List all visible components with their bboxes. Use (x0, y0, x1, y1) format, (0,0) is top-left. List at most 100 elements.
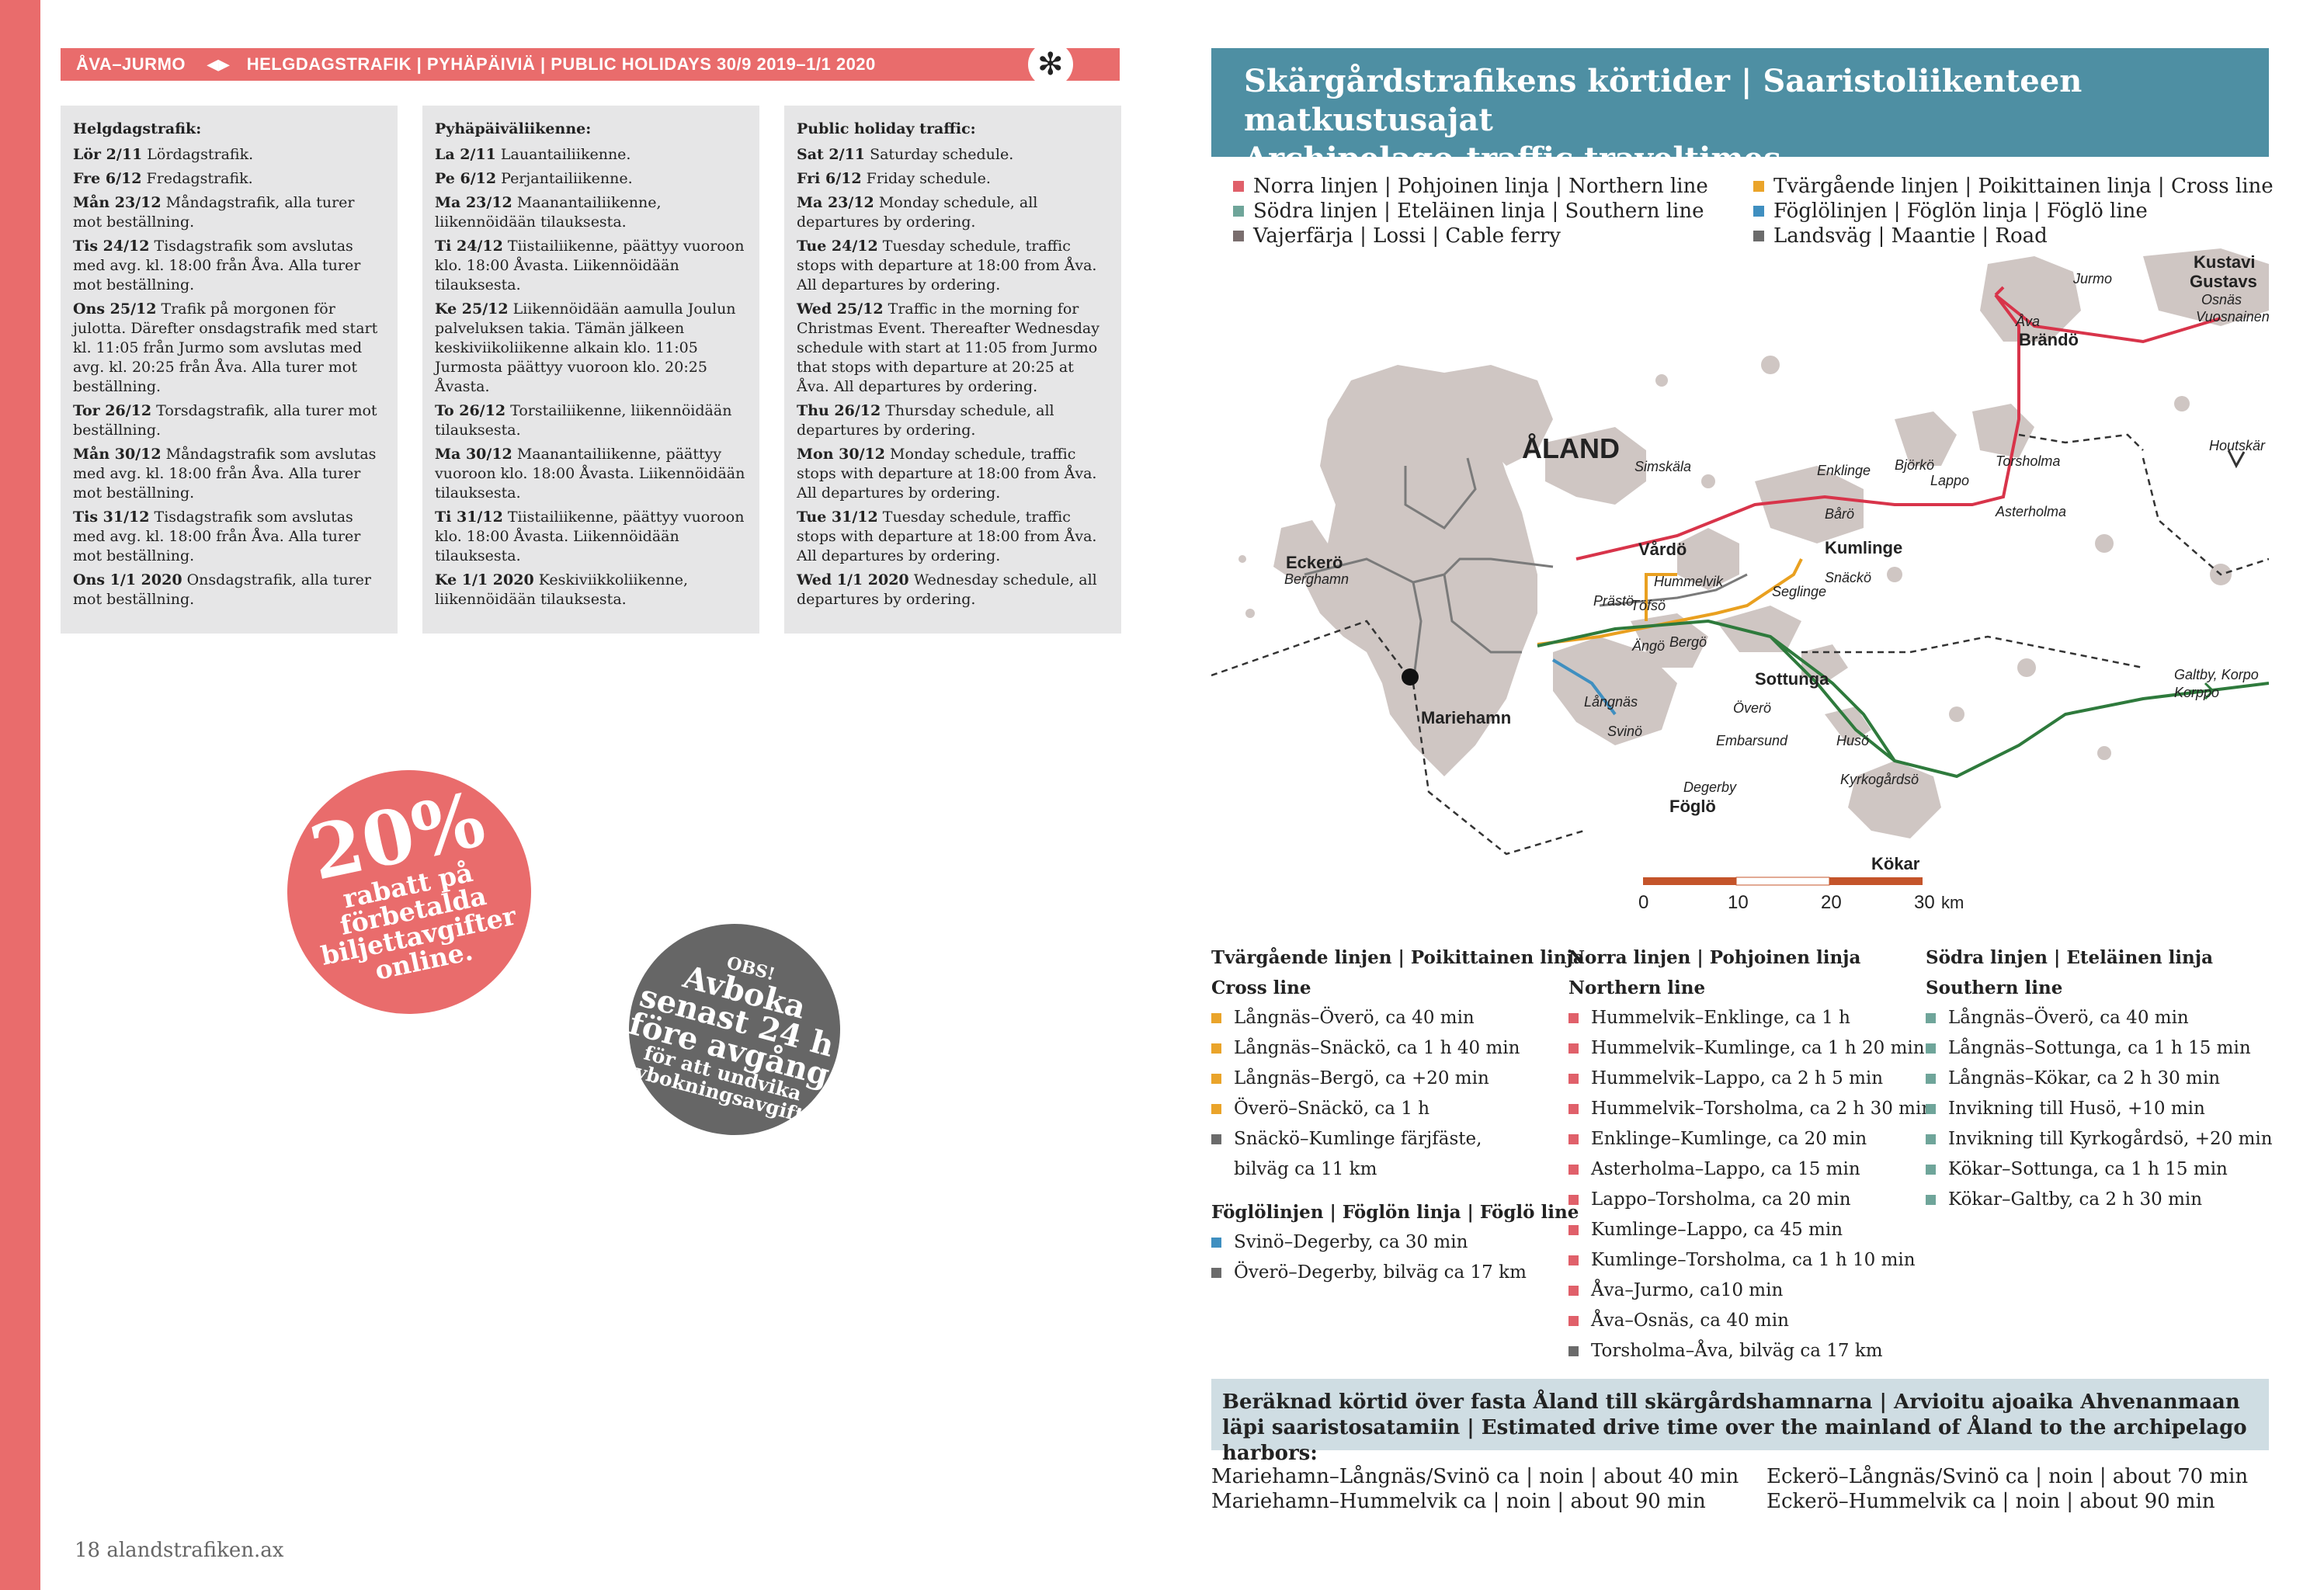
traveltime-row: Långnäs–Överö, ca 40 min (1926, 1003, 2273, 1033)
traveltime-label: Asterholma–Lappo, ca 15 min (1591, 1159, 1860, 1179)
drive-times-mariehamn: Mariehamn–Långnäs/Svinö ca | noin | abou… (1211, 1464, 1739, 1514)
label-asterholma: Asterholma (1995, 504, 2066, 519)
holiday-description: Tuesday schedule, traffic stops with dep… (797, 238, 1097, 293)
traveltime-label: Enklinge–Kumlinge, ca 20 min (1591, 1129, 1867, 1149)
holiday-date: Ons 25/12 (73, 300, 157, 318)
holiday-date: Ma 30/12 (435, 446, 512, 463)
drive-time-row: Mariehamn–Hummelvik ca | noin | about 90… (1211, 1490, 1706, 1513)
label-ava: Åva (2015, 314, 2040, 329)
traveltime-row: Torsholma–Åva, bilväg ca 17 km (1568, 1336, 1933, 1366)
line-swatch (1926, 1074, 1936, 1084)
scale-tick: 30 (1914, 892, 1935, 913)
holiday-date: Lör 2/11 (73, 146, 143, 163)
label-osnas: Osnäs (2201, 292, 2242, 307)
traveltime-label: Kumlinge–Lappo, ca 45 min (1591, 1220, 1843, 1240)
legend-item: Vajerfärja | Lossi | Cable ferry (1233, 224, 1708, 248)
traveltime-label: Långnäs–Överö, ca 40 min (1948, 1008, 2189, 1028)
legend-item: Tvärgående linjen | Poikittainen linja |… (1753, 174, 2274, 199)
legend-item: Norra linjen | Pohjoinen linja | Norther… (1233, 174, 1708, 199)
foglo-island (1553, 637, 1677, 745)
legend-label: Landsväg | Maantie | Road (1773, 224, 2048, 248)
islet (1949, 706, 1964, 722)
islet (1245, 609, 1255, 618)
holiday-description: Tisdagstrafik som avslutas med avg. kl. … (73, 238, 361, 293)
holiday-description: Tuesday schedule, traffic stops with dep… (797, 509, 1097, 564)
holiday-description: Maanantailiikenne, liikennöidään tilauks… (435, 194, 662, 231)
line-swatch (1211, 1013, 1221, 1023)
holiday-description: Tisdagstrafik som avslutas med avg. kl. … (73, 509, 361, 564)
archipelago-map: ÅLAND Eckerö Berghamn Mariehamn Vårdö Si… (1211, 248, 2270, 939)
traveltimes-title: Skärgårdstrafikens körtider | Saaristoli… (1211, 48, 2269, 177)
traveltime-row: Långnäs–Snäckö, ca 1 h 40 min (1211, 1033, 1585, 1064)
traveltime-label: Långnäs–Bergö, ca +20 min (1234, 1068, 1489, 1088)
label-huso: Husö (1836, 733, 1869, 748)
cross-line (1537, 558, 1803, 646)
holiday-date: Wed 1/1 2020 (797, 571, 909, 588)
traveltime-label: bilväg ca 11 km (1234, 1159, 1377, 1179)
holiday-description: Fredagstrafik. (141, 170, 253, 187)
holiday-date: Ke 1/1 2020 (435, 571, 534, 588)
traveltime-label: Hummelvik–Enklinge, ca 1 h (1591, 1008, 1850, 1028)
holiday-entry: Mån 23/12 Måndagstrafik, alla turer mot … (73, 193, 385, 232)
traveltime-label: Hummelvik–Torsholma, ca 2 h 30 min (1591, 1099, 1933, 1119)
holiday-entry: Ma 23/12 Monday schedule, all departures… (797, 193, 1109, 232)
label-overo: Överö (1733, 700, 1771, 716)
traveltime-label: Kökar–Galtby, ca 2 h 30 min (1948, 1189, 2203, 1210)
label-langnas: Långnäs (1584, 694, 1638, 710)
traveltime-row: Asterholma–Lappo, ca 15 min (1568, 1154, 1933, 1185)
traveltime-row: Invikning till Kyrkogårdsö, +20 min (1926, 1124, 2273, 1154)
holiday-date: Ke 25/12 (435, 300, 509, 318)
holiday-description: Torstailiikenne, liikennöidään tilaukses… (435, 402, 732, 439)
label-enklinge: Enklinge (1817, 463, 1871, 478)
page-footer: 18 alandstrafiken.ax (75, 1539, 284, 1562)
holiday-date: Fre 6/12 (73, 170, 142, 187)
holiday-description: Måndagstrafik som avslutas med avg. kl. … (73, 446, 377, 502)
islet (1238, 555, 1246, 563)
holiday-description: Lördagstrafik. (142, 146, 254, 163)
traveltime-label: Långnäs–Sottunga, ca 1 h 15 min (1948, 1038, 2251, 1058)
label-seglinge: Seglinge (1772, 584, 1826, 599)
traveltime-label: Långnäs–Överö, ca 40 min (1234, 1008, 1475, 1028)
southern-line-times: Södra linjen | Eteläinen linja Southern l… (1926, 943, 2273, 1215)
holiday-description: Monday schedule, all departures by order… (797, 194, 1038, 231)
holiday-entry: Ons 1/1 2020 Onsdagstrafik, alla turer m… (73, 571, 385, 609)
traveltime-row: Hummelvik–Lappo, ca 2 h 5 min (1568, 1064, 1933, 1094)
column-heading: Pyhäpäiväliikenne: (435, 120, 592, 137)
foglo-section: Föglölinjen | Föglön linja | Föglö line S… (1211, 1197, 1585, 1288)
line-swatch (1211, 1268, 1221, 1278)
holiday-description: Maanantailiikenne, päättyy vuoroon klo. … (435, 446, 745, 502)
traveltime-label: Långnäs–Kökar, ca 2 h 30 min (1948, 1068, 2221, 1088)
label-bergo: Bergö (1669, 634, 1707, 650)
label-baro: Bårö (1825, 506, 1854, 522)
line-swatch (1568, 1165, 1579, 1175)
section-heading: Föglölinjen | Föglön linja | Föglö line (1211, 1202, 1579, 1223)
discount-badge: 20% rabatt på förbetalda biljettavgifter… (264, 747, 554, 1037)
holiday-date: Mon 30/12 (797, 446, 885, 463)
section-heading: Södra linjen | Eteläinen linja (1926, 947, 2213, 968)
legend-label: Vajerfärja | Lossi | Cable ferry (1253, 224, 1561, 248)
holiday-description: Måndagstrafik, alla turer mot beställnin… (73, 194, 355, 231)
traveltime-label: Kumlinge–Torsholma, ca 1 h 10 min (1591, 1250, 1916, 1270)
holiday-entry: La 2/11 Lauantailiikenne. (435, 145, 747, 165)
south-section: Södra linjen | Eteläinen linja Southern l… (1926, 943, 2273, 1215)
traveltime-row: Lappo–Torsholma, ca 20 min (1568, 1185, 1933, 1215)
holiday-date: Mån 23/12 (73, 194, 162, 211)
islet (2097, 746, 2111, 760)
traveltime-row: Hummelvik–Kumlinge, ca 1 h 20 min (1568, 1033, 1933, 1064)
holiday-entry: Wed 1/1 2020 Wednesday schedule, all dep… (797, 571, 1109, 609)
label-gustavs: Gustavs (2190, 272, 2257, 291)
traveltime-row: Kumlinge–Lappo, ca 45 min (1568, 1215, 1933, 1245)
map-labels: ÅLAND Eckerö Berghamn Mariehamn Vårdö Si… (1284, 252, 2270, 913)
traveltime-row: Långnäs–Överö, ca 40 min (1211, 1003, 1585, 1033)
map-svg: ÅLAND Eckerö Berghamn Mariehamn Vårdö Si… (1211, 248, 2270, 913)
traveltime-label: Lappo–Torsholma, ca 20 min (1591, 1189, 1851, 1210)
section-heading: Tvärgående linjen | Poikittainen linja (1211, 947, 1585, 968)
holiday-date: Ons 1/1 2020 (73, 571, 182, 588)
label-bjorko: Björkö (1895, 457, 1934, 473)
houtskar-arrow-icon (2227, 450, 2246, 469)
holiday-entry: Ti 24/12 Tiistailiikenne, päättyy vuoroo… (435, 237, 747, 295)
holiday-date: La 2/11 (435, 146, 496, 163)
holiday-date: Tis 31/12 (73, 509, 150, 526)
label-galtby: Galtby, Korpo (2174, 667, 2259, 682)
section-heading: Norra linjen | Pohjoinen linja (1568, 947, 1861, 968)
